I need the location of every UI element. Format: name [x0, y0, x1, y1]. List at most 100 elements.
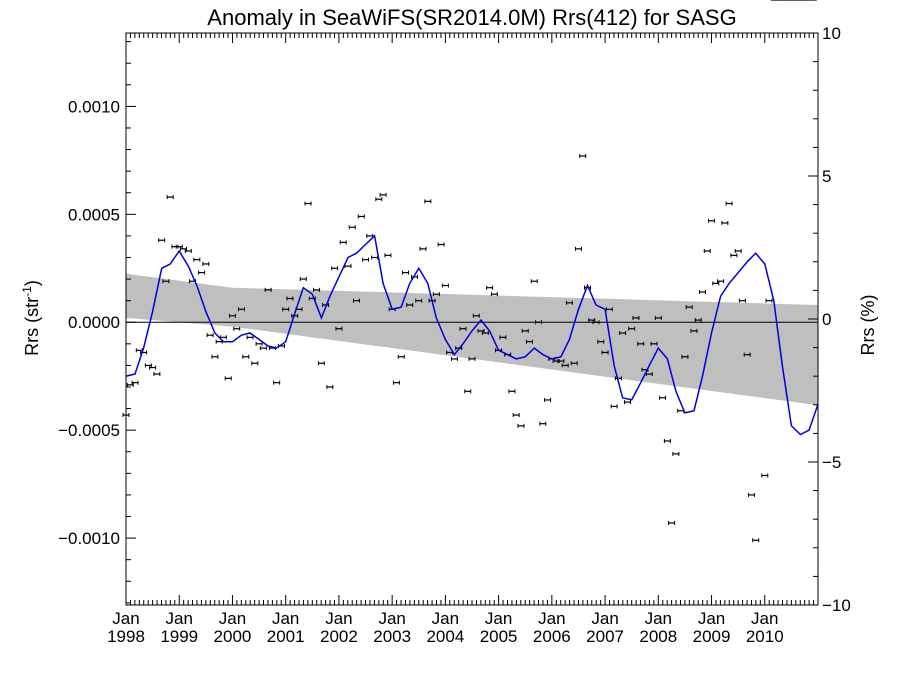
data-point: [601, 350, 609, 355]
x-tick-month: Jan: [166, 609, 193, 628]
data-point: [259, 346, 267, 351]
data-point: [579, 154, 587, 159]
data-point: [650, 341, 658, 346]
data-point: [752, 538, 760, 543]
y-axis-left-label: Rrs (str-1): [20, 280, 42, 356]
data-point: [539, 421, 547, 426]
data-point: [486, 285, 494, 290]
data-point: [530, 279, 538, 284]
data-point: [282, 307, 290, 312]
data-point: [371, 255, 379, 260]
data-point: [126, 382, 134, 387]
x-tick-month: Jan: [112, 609, 139, 628]
data-point: [628, 326, 636, 331]
data-point: [162, 279, 170, 284]
data-point: [357, 214, 365, 219]
data-point: [441, 283, 449, 288]
y-left-tick-label: 0.0005: [68, 205, 120, 224]
data-point: [255, 341, 263, 346]
data-point: [565, 300, 573, 305]
x-tick-year: 2005: [480, 627, 518, 646]
data-point: [392, 380, 400, 385]
x-tick-year: 2006: [533, 627, 571, 646]
data-point: [584, 285, 592, 290]
data-point: [730, 253, 738, 258]
data-point: [734, 249, 742, 254]
x-tick-year: 2003: [373, 627, 411, 646]
data-point: [477, 328, 485, 333]
data-point: [273, 380, 281, 385]
x-tick-month: Jan: [485, 609, 512, 628]
data-point: [326, 384, 334, 389]
data-point: [694, 318, 702, 323]
data-point: [450, 356, 458, 361]
data-point: [765, 298, 773, 303]
confidence-band: [126, 273, 818, 406]
y-left-tick-label: −0.0010: [58, 529, 120, 548]
data-point: [166, 195, 174, 200]
trend-line-layer: [125, 234, 819, 436]
data-point: [317, 361, 325, 366]
data-point: [348, 225, 356, 230]
data-point: [490, 292, 498, 297]
data-point: [339, 240, 347, 245]
x-tick-year: 2002: [320, 627, 358, 646]
data-point: [158, 238, 166, 243]
x-tick-month: Jan: [219, 609, 246, 628]
data-point: [557, 359, 565, 364]
data-point: [238, 307, 246, 312]
y-left-tick-label: 0.0000: [68, 313, 120, 332]
data-point: [668, 520, 676, 525]
data-point: [632, 315, 640, 320]
data-point: [251, 361, 259, 366]
x-tick-month: Jan: [378, 609, 405, 628]
data-point: [570, 361, 578, 366]
data-point: [149, 365, 157, 370]
y-left-tick-label: 0.0010: [68, 97, 120, 116]
x-tick-year: 2008: [639, 627, 677, 646]
data-point: [153, 372, 161, 377]
data-point: [313, 287, 321, 292]
data-point: [747, 492, 755, 497]
data-point: [738, 298, 746, 303]
data-point: [224, 376, 232, 381]
data-point: [521, 328, 529, 333]
data-point: [432, 292, 440, 297]
x-tick-month: Jan: [751, 609, 778, 628]
data-point: [517, 423, 525, 428]
data-point: [659, 395, 667, 400]
y-axis-left-label-sup: -1: [20, 286, 34, 297]
data-point: [228, 313, 236, 318]
data-point: [561, 363, 569, 368]
data-point: [335, 326, 343, 331]
y-axis-right-label: Rrs (%): [858, 295, 878, 356]
y-axis-left-label-text: Rrs (str: [22, 297, 42, 356]
y-right-tick-label: 0: [822, 310, 831, 329]
data-point: [712, 281, 720, 286]
data-point: [614, 376, 622, 381]
data-point: [619, 331, 627, 336]
y-right-tick-label: −10: [822, 596, 851, 615]
data-point: [352, 298, 360, 303]
data-point: [179, 246, 187, 251]
x-tick-year: 2009: [693, 627, 731, 646]
x-tick-year: 1999: [160, 627, 198, 646]
y-left-tick-label: −0.0005: [58, 421, 120, 440]
data-point: [304, 201, 312, 206]
data-point: [592, 320, 600, 325]
y-right-tick-label: −5: [822, 453, 841, 472]
data-point: [623, 400, 631, 405]
data-point: [415, 298, 423, 303]
data-point: [472, 313, 480, 318]
data-point: [144, 363, 152, 368]
data-point: [397, 354, 405, 359]
x-tick-year: 2004: [426, 627, 464, 646]
data-point: [708, 218, 716, 223]
x-tick-year: 2000: [214, 627, 252, 646]
data-point: [605, 307, 613, 312]
data-point: [654, 315, 662, 320]
data-point: [264, 287, 272, 292]
data-point: [481, 331, 489, 336]
data-point: [198, 270, 206, 275]
